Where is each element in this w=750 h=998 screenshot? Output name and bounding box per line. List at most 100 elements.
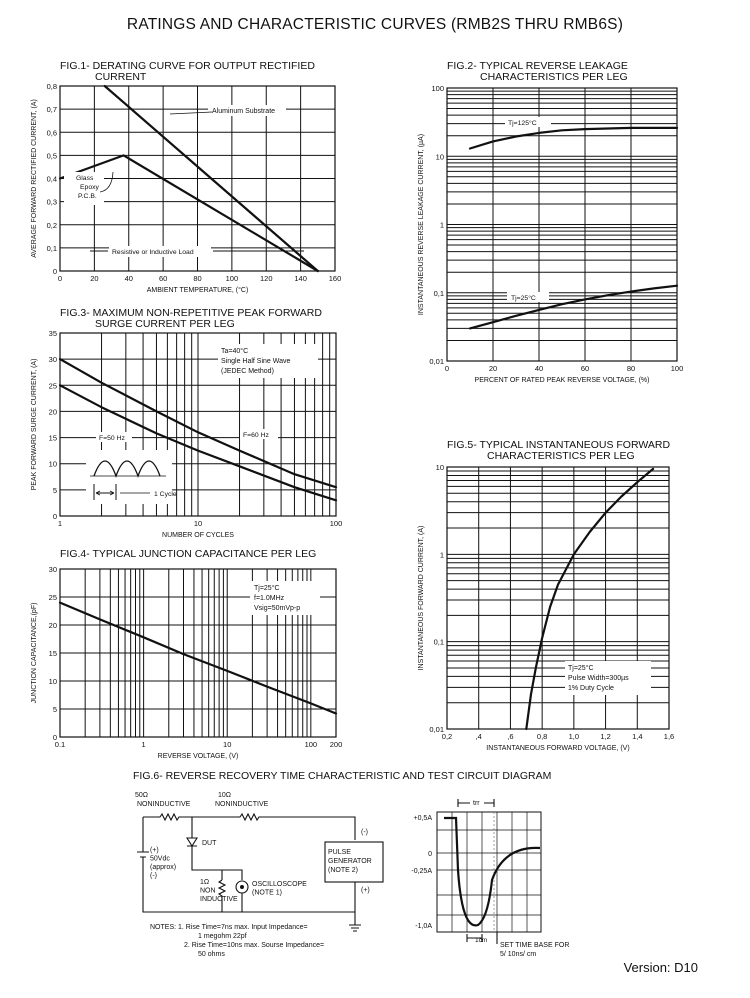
fig4-annotation-freq: f=1.0MHz	[254, 595, 285, 602]
fig3-xtick-label: 10	[194, 519, 202, 528]
fig6-top-wire	[143, 812, 356, 840]
fig6-r10-value: 10Ω	[218, 792, 231, 799]
fig1-ylabel: AVERAGE FORWARD RECTIFIED CURRENT, (A)	[31, 99, 38, 258]
fig6-note-1b: 1 megohm 22pf	[198, 933, 247, 940]
fig4-xtick-label: 1	[142, 740, 146, 749]
fig6-r1-label: NON	[200, 888, 216, 895]
fig1-label-bg	[208, 105, 286, 116]
fig6-r1-label: 1Ω	[200, 879, 209, 886]
fig1-xtick-label: 140	[294, 274, 307, 283]
fig4-ylabel: JUNCTION CAPACITANCE,(pF)	[31, 603, 38, 704]
fig4-xtick-label: 0.1	[55, 740, 65, 749]
fig5-ylabel: INSTANTANEOUS FORWARD CURRENT, (A)	[418, 526, 425, 671]
fig2-ytick-label: 0,1	[434, 289, 444, 298]
fig3-annotation-50hz: F=50 Hz	[99, 435, 125, 442]
fig4-xtick-label: 10	[223, 740, 231, 749]
fig6-r1-label: INDUCTIVE	[200, 896, 238, 903]
fig3-ytick-label: 0	[53, 512, 57, 521]
fig6-r50-type: NONINDUCTIVE	[137, 801, 191, 808]
fig3-title: FIG.3- MAXIMUM NON-REPETITIVE PEAK FORWA…	[60, 307, 322, 319]
fig5-xtick-label: ,6	[507, 732, 513, 741]
fig6-wave-frame	[436, 811, 542, 933]
fig2-ytick-label: 1	[440, 221, 444, 230]
fig6-wave-label: +0,5A	[414, 815, 433, 822]
fig4-chart: FIG.4- TYPICAL JUNCTION CAPACITANCE PER …	[31, 548, 342, 760]
fig5-chart: FIG.5- TYPICAL INSTANTANEOUS FORWARDCHAR…	[418, 439, 674, 752]
fig2-ylabel: INSTANTANEOUS REVERSE LEAKAGE CURRENT, (…	[418, 134, 425, 315]
fig6-dut-label: DUT	[202, 840, 217, 847]
fig2-xtick-label: 0	[445, 364, 449, 373]
fig6-trr-bg	[470, 798, 484, 807]
fig1-ytick-label: 0,6	[47, 128, 57, 137]
fig2-label-bg	[507, 292, 549, 302]
fig1-label-bg	[64, 172, 104, 205]
fig3-ytick-label: 35	[49, 329, 57, 338]
fig1-chart: FIG.1- DERATING CURVE FOR OUTPUT RECTIFI…	[31, 60, 341, 294]
fig1-title: FIG.1- DERATING CURVE FOR OUTPUT RECTIFI…	[60, 60, 315, 72]
fig2-series-2-line	[468, 284, 679, 330]
fig1-ytick-label: 0,8	[47, 82, 57, 91]
fig5-series-1-line	[525, 467, 655, 731]
fig1-series-1-line	[103, 84, 319, 273]
fig3-ytick-label: 30	[49, 355, 57, 364]
fig3-ylabel: PEAK FORWARD SURGE CURRENT, (A)	[31, 359, 38, 491]
fig1-xtick-label: 100	[226, 274, 239, 283]
fig1-ytick-label: 0,2	[47, 221, 57, 230]
fig3-wave-bg	[86, 450, 172, 504]
fig6-ground	[349, 882, 361, 932]
fig4-xtick-label: 200	[330, 740, 343, 749]
fig1-xtick-label: 160	[329, 274, 342, 283]
fig2-title-line2: CHARACTERISTICS PER LEG	[480, 71, 628, 83]
fig1-ytick-label: 0,5	[47, 151, 57, 160]
fig3-annotation-halfsine: Single Half Sine Wave	[221, 358, 290, 365]
fig4-ytick-label: 5	[53, 705, 57, 714]
fig3-ytick-label: 10	[49, 460, 57, 469]
fig6-diagram: FIG.6- REVERSE RECOVERY TIME CHARACTERIS…	[133, 770, 569, 958]
fig2-ytick-label: 100	[431, 84, 444, 93]
fig2-ytick-label: 0,01	[429, 357, 444, 366]
fig6-pulse-generator	[324, 841, 384, 883]
fig2-ytick-label: 10	[436, 152, 444, 161]
fig3-xtick-label: 100	[330, 519, 343, 528]
fig3-title-line2: SURGE CURRENT PER LEG	[95, 318, 235, 330]
fig4-plot-frame	[59, 568, 337, 738]
fig1-ytick-label: 0,7	[47, 105, 57, 114]
fig1-ytick-label: 0,1	[47, 244, 57, 253]
fig1-annotation-epoxy: Epoxy	[80, 184, 99, 191]
fig5-xtick-label: 0,8	[537, 732, 547, 741]
fig6-note-1: NOTES: 1. Rise Time=7ns max. Input Imped…	[150, 924, 308, 931]
fig3-ytick-label: 25	[49, 381, 57, 390]
fig5-ytick-label: 10	[436, 463, 444, 472]
fig6-title: FIG.6- REVERSE RECOVERY TIME CHARACTERIS…	[133, 770, 551, 782]
fig6-scope-wire	[222, 869, 243, 880]
fig2-plot-frame	[446, 87, 678, 362]
fig3-label-bg	[240, 429, 278, 439]
fig5-ytick-label: 0,1	[434, 638, 444, 647]
fig6-note-2b: 50 ohms	[198, 951, 225, 958]
fig3-label-bg	[96, 432, 132, 442]
fig1-xtick-label: 0	[58, 274, 62, 283]
fig5-ytick-label: 0,01	[429, 725, 444, 734]
fig5-xtick-label: 1,4	[632, 732, 642, 741]
fig5-annotation-pulse: Pulse Width=300µs	[568, 675, 629, 682]
fig2-xtick-label: 80	[627, 364, 635, 373]
fig1-series-2-line	[58, 154, 319, 273]
fig4-ytick-label: 15	[49, 649, 57, 658]
fig4-ytick-label: 25	[49, 593, 57, 602]
fig2-label-bg	[505, 117, 551, 127]
fig3-annotation-60hz: F=60 Hz	[243, 432, 269, 439]
fig4-ytick-label: 30	[49, 565, 57, 574]
fig1-xtick-label: 60	[159, 274, 167, 283]
fig6-dut-branch	[186, 817, 223, 880]
fig1-ytick-label: 0,3	[47, 198, 57, 207]
fig6-scope-dot	[240, 885, 244, 889]
fig6-scope-label: (NOTE 1)	[252, 890, 282, 897]
fig2-title: FIG.2- TYPICAL REVERSE LEAKAGE	[447, 60, 628, 72]
fig6-note-2: 2. Rise Time=10ns max. Sourse Impedance=	[184, 942, 324, 949]
fig6-pulse-label: PULSE	[328, 849, 351, 856]
fig4-ytick-label: 0	[53, 733, 57, 742]
fig3-xlabel: NUMBER OF CYCLES	[162, 532, 234, 539]
fig6-source-branch	[137, 817, 355, 913]
fig6-scope-label: OSCILLOSCOPE	[252, 881, 307, 888]
